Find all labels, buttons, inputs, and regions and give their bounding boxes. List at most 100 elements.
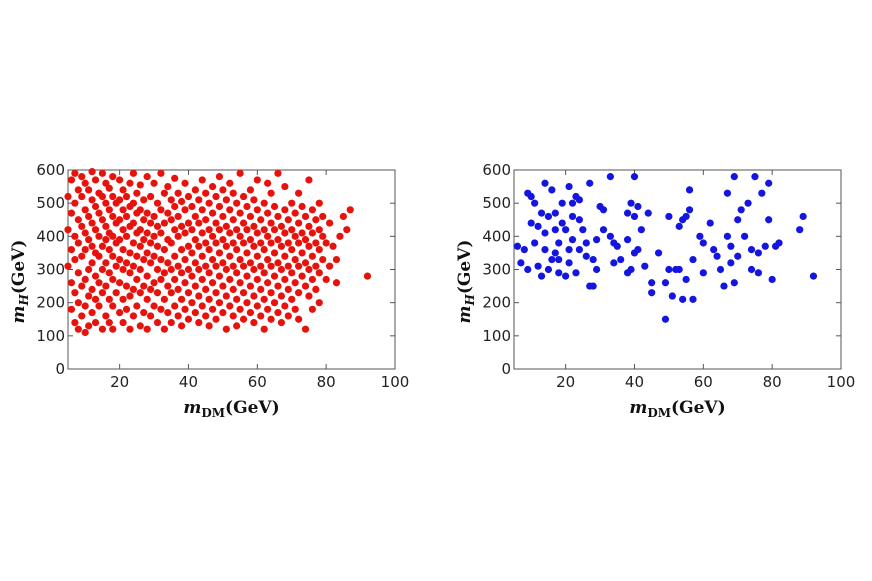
data-point [298,249,306,257]
data-point [219,259,227,267]
data-point [122,212,131,221]
data-point [205,295,213,303]
y-tick-label: 500 [482,194,511,212]
data-point [177,197,186,206]
data-point [288,246,296,254]
data-point [71,255,79,264]
data-point [195,242,203,250]
data-point [150,212,158,221]
data-point [246,212,255,221]
data-point [219,212,227,221]
data-point [253,275,261,284]
data-point [284,285,292,293]
data-point [537,209,546,217]
data-point [67,176,76,184]
data-point [116,176,124,184]
data-point [586,179,594,187]
data-point [267,189,275,197]
data-point [188,202,196,211]
data-point [122,259,131,267]
data-point [796,226,804,234]
data-point [239,219,248,227]
data-point [710,246,718,254]
data-point [91,318,100,327]
data-point [160,295,168,303]
data-point [250,292,258,300]
data-point [610,259,618,267]
data-point [136,181,144,189]
data-point [157,255,165,264]
data-point [109,325,117,333]
data-point [761,242,769,250]
data-point [270,202,279,211]
data-point [181,229,189,237]
data-point [229,216,237,224]
data-point [274,309,282,317]
data-point [215,202,224,211]
data-point [98,265,107,274]
data-point [119,186,127,194]
data-point [250,196,258,204]
data-point [205,199,213,207]
data-point [198,229,206,237]
data-point [809,272,818,280]
data-point [177,322,186,330]
scatter-chart: 0 100 200 300 400 500 600 20 40 60 80 100 mDM(GeV) mH… [9,161,409,420]
data-point [239,289,248,297]
data-point [74,216,82,224]
data-point [723,232,732,240]
data-point [236,279,244,287]
data-point [143,295,151,303]
data-point [153,318,162,327]
data-point [181,255,189,264]
data-point [305,222,313,230]
data-point [229,239,237,247]
data-point [312,216,320,224]
data-point [184,192,193,201]
data-point [184,289,193,297]
data-point [160,189,168,197]
data-point [150,252,158,260]
data-point [205,322,213,330]
data-point [531,239,539,247]
data-point [164,309,172,317]
data-point [119,318,127,327]
data-point [682,275,690,284]
data-point [147,219,155,227]
data-point [181,179,189,187]
data-point [129,219,137,227]
data-point [171,275,179,284]
data-point [91,295,100,303]
data-point [164,282,172,290]
data-point [264,232,272,240]
data-point [205,246,213,254]
data-point [312,262,320,270]
data-point [579,226,587,234]
data-point [167,216,175,224]
data-point [229,262,237,270]
data-point [222,325,230,333]
data-point [346,206,354,214]
data-point [274,236,282,244]
data-point [606,232,614,240]
data-point [91,226,100,234]
data-point [308,252,316,260]
data-point [222,242,230,250]
data-point [315,269,323,277]
data-point [222,196,230,204]
data-point [754,269,762,277]
data-point [277,222,286,230]
data-point [95,252,103,260]
data-point [572,269,580,277]
data-point [524,265,532,274]
data-point [517,259,525,267]
data-point [102,259,110,267]
data-point [147,239,155,247]
data-point [281,275,289,284]
data-point [675,222,683,230]
data-point [308,206,316,214]
data-point [112,289,120,297]
data-point [236,232,244,240]
data-point [129,312,137,320]
data-point [706,219,714,227]
